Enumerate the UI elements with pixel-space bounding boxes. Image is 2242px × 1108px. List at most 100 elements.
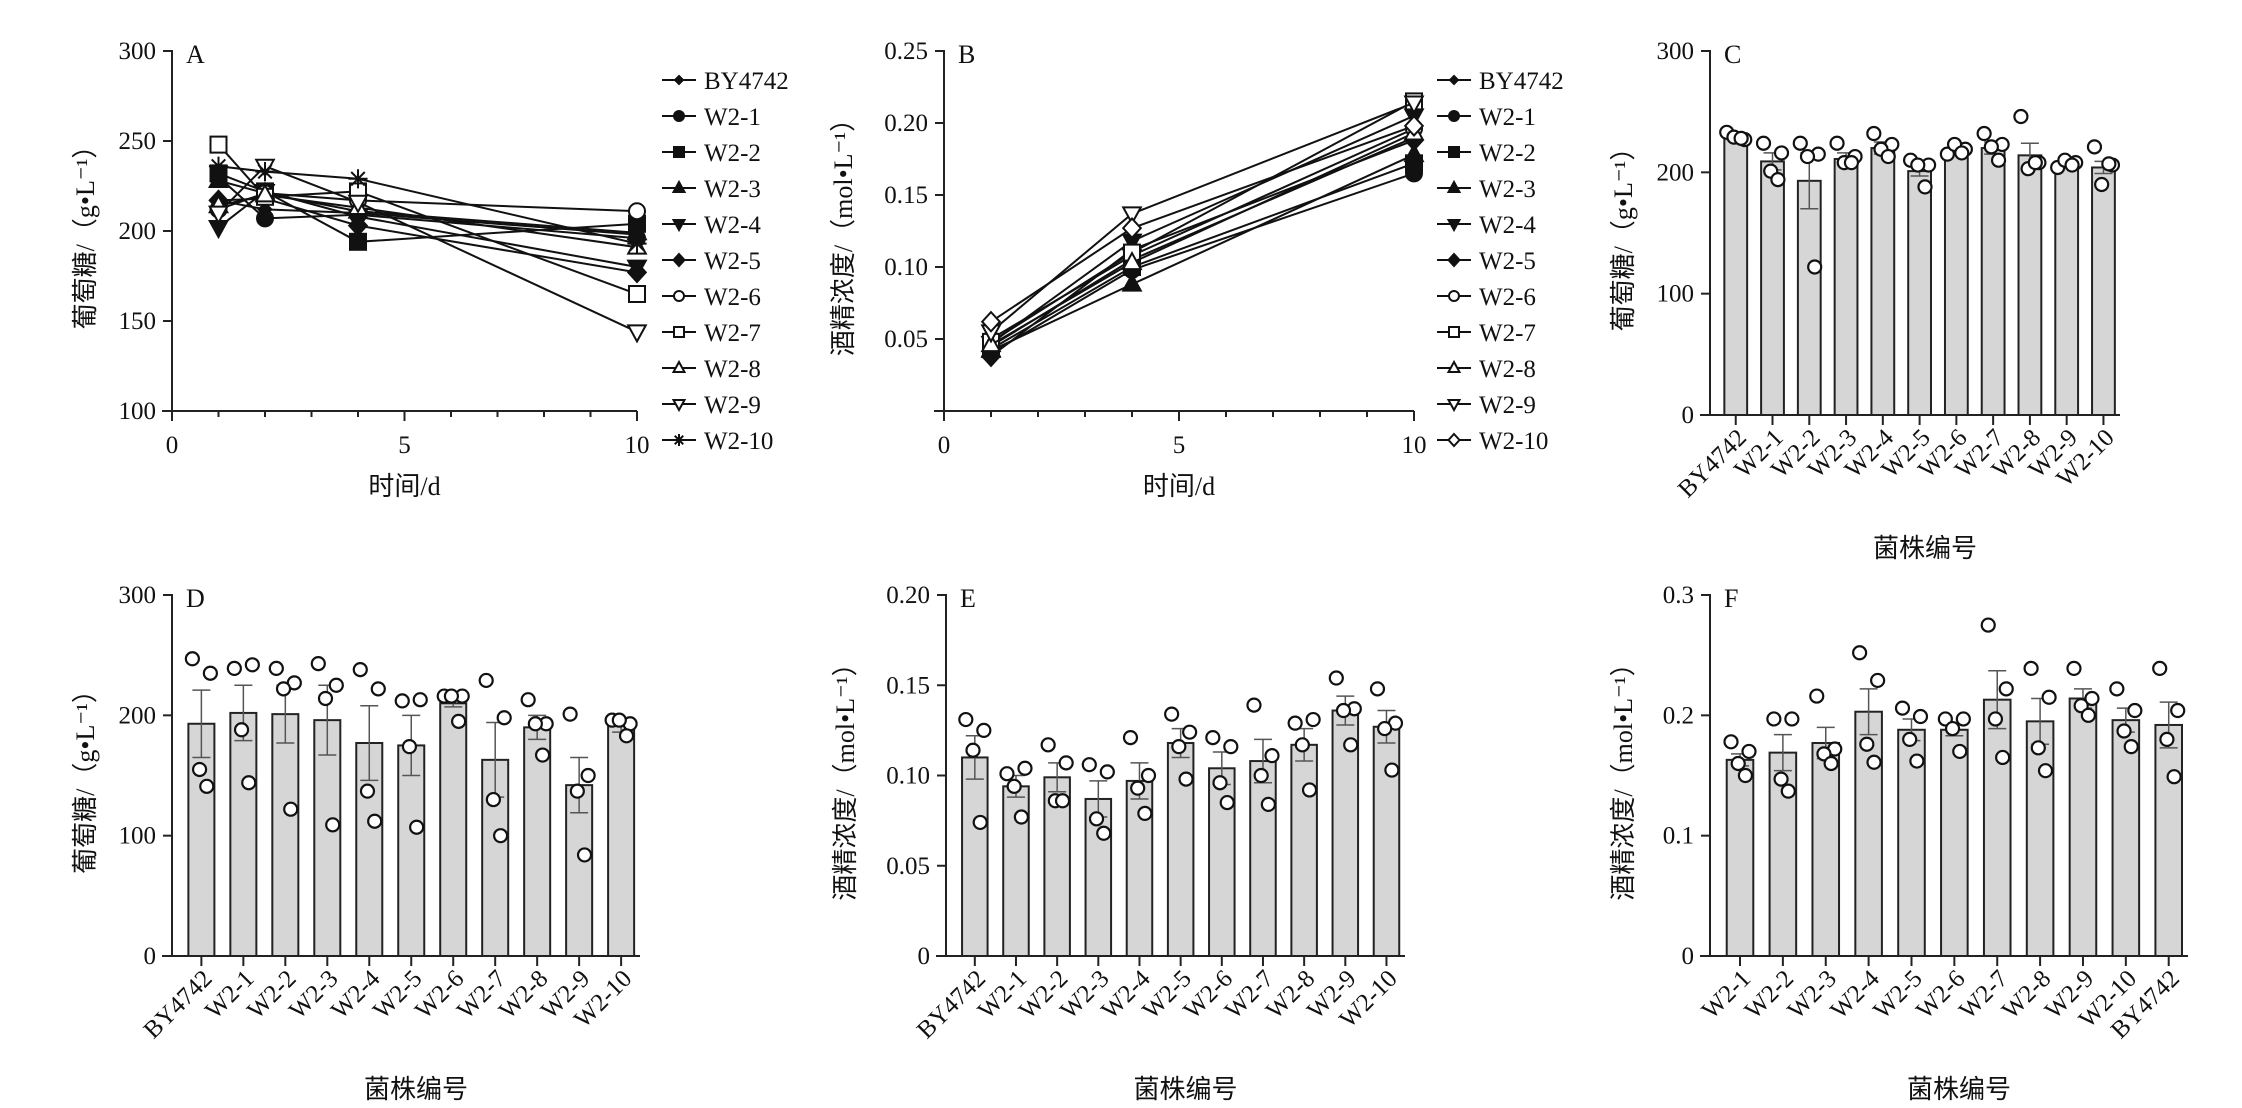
bar [229, 711, 258, 958]
bar [1907, 170, 1932, 416]
replicate-point [1987, 711, 2004, 727]
replicate-point [2030, 740, 2046, 756]
y-tick-label: 0 [144, 943, 157, 970]
legend-item: W2-3 [662, 176, 761, 203]
replicate-point [1301, 782, 1318, 798]
replicate-point [1954, 145, 1970, 161]
replicate-point [527, 716, 543, 732]
bar [1760, 160, 1785, 416]
legend-label: W2-5 [1479, 248, 1536, 275]
series-w2-9 [208, 158, 648, 344]
legend-marker [673, 290, 685, 302]
replicate-point [1773, 771, 1789, 787]
legend-item: BY4742 [662, 68, 789, 95]
bar [1870, 147, 1896, 416]
data-point-marker [1403, 143, 1425, 163]
bar [2017, 154, 2043, 416]
replicate-point [972, 814, 988, 831]
bar-group [520, 692, 554, 957]
x-tick-label: W2-5 [368, 965, 427, 1024]
legend-item: W2-8 [1437, 356, 1536, 383]
legend-label: W2-8 [704, 356, 761, 383]
panel-label: A [186, 40, 205, 69]
legend-label: W2-10 [1479, 428, 1548, 455]
replicate-point [2013, 108, 2029, 125]
replicate-point [370, 681, 386, 697]
replicate-point [1305, 711, 1321, 728]
bar-group [604, 712, 638, 957]
replicate-point [1088, 811, 1105, 827]
replicate-point [2166, 769, 2182, 785]
replicate-point [401, 739, 418, 755]
replicate-point [1212, 775, 1228, 791]
replicate-point [1990, 152, 2007, 168]
replicate-point [2101, 156, 2117, 172]
y-tick-label: 0.15 [886, 672, 930, 699]
bar-group [436, 688, 470, 957]
legend-label: W2-9 [1479, 392, 1536, 419]
x-tick-label: W2-1 [200, 965, 259, 1024]
replicate-point [2123, 739, 2139, 755]
replicate-point [1944, 720, 1961, 737]
replicate-point [226, 660, 242, 677]
replicate-point [1137, 805, 1153, 822]
x-axis-title: 菌株编号 [1907, 1075, 2011, 1104]
data-point-marker [208, 205, 229, 225]
legend-marker [673, 434, 685, 446]
x-tick-label: 5 [1173, 432, 1186, 459]
legend-item: W2-8 [662, 356, 761, 383]
bar [1249, 760, 1277, 957]
replicate-point [2109, 681, 2125, 697]
legend-item: W2-7 [662, 320, 761, 347]
data-point-marker [348, 169, 368, 189]
panel-e: E00.050.100.150.20酒精浓度/（mol•L⁻¹）BY4742W2… [831, 582, 1405, 1104]
x-tick-label: W2-2 [1740, 965, 1799, 1024]
replicate-point [1773, 145, 1790, 161]
y-tick-label: 0.15 [884, 182, 928, 209]
replicate-point [191, 761, 208, 778]
replicate-point [2037, 763, 2054, 779]
replicate-point [1013, 809, 1029, 825]
replicate-point [1870, 672, 1886, 689]
replicate-point [611, 712, 627, 728]
legend-label: W2-6 [704, 284, 761, 311]
replicate-point [233, 722, 250, 738]
replicate-point [976, 722, 992, 738]
replicate-point [1737, 767, 1754, 784]
series-w2-8 [980, 121, 1425, 353]
legend-item: W2-4 [662, 212, 761, 239]
replicate-point [1809, 688, 1825, 704]
y-tick-label: 300 [119, 582, 157, 609]
replicate-point [1952, 743, 1968, 760]
legend-item: W2-6 [662, 284, 761, 311]
replicate-point [1823, 755, 1839, 772]
replicate-point [1917, 179, 1933, 195]
replicate-point [1995, 749, 2011, 766]
legend-item: W2-7 [1437, 320, 1536, 347]
legend-label: BY4742 [704, 68, 789, 95]
x-tick-label: W2-1 [1697, 965, 1756, 1024]
legend-label: W2-1 [1479, 104, 1536, 131]
replicate-point [1219, 794, 1235, 811]
bar [607, 725, 636, 957]
data-point-marker [628, 285, 646, 303]
replicate-point [1733, 130, 1749, 146]
series-line [218, 165, 638, 245]
x-tick-label: 0 [166, 432, 179, 459]
bar [1833, 157, 1859, 416]
series-w2-5 [980, 129, 1425, 368]
y-tick-label: 100 [119, 823, 157, 850]
bar-group [1829, 135, 1863, 416]
legend-marker [1446, 359, 1462, 373]
panel-label: D [186, 584, 205, 613]
bar [2154, 723, 2183, 958]
data-point-marker [1403, 95, 1425, 115]
bar-group [562, 706, 596, 957]
y-tick-label: 0.10 [884, 254, 928, 281]
x-tick-label: W2-6 [1911, 965, 1970, 1024]
bar-group [958, 711, 992, 958]
data-point-marker [1403, 114, 1425, 137]
bar [2025, 720, 2055, 957]
replicate-point [283, 801, 299, 817]
y-tick-label: 0 [918, 943, 931, 970]
